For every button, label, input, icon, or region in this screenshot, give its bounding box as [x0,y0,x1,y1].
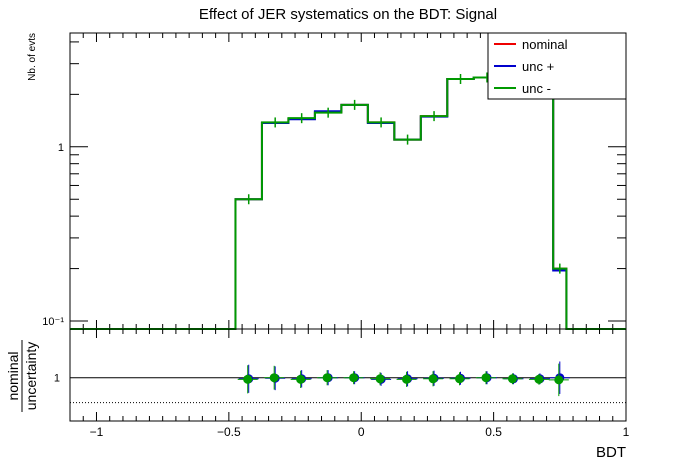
ratio-point [402,374,412,384]
series-line-0 [70,76,626,330]
ratio-point [375,374,385,384]
legend-label-nominal: nominal [522,37,568,52]
ratio-point [428,374,438,384]
ratio-point [269,373,279,383]
y-axis-label: Nb. of evts [27,33,38,81]
ratio-y-label-top: nominal [5,351,21,400]
top-series-group [70,72,626,330]
ratio-point [296,374,306,384]
x-tick-label: 0.5 [485,425,502,439]
y-tick-label: 10⁻¹ [42,316,64,328]
x-tick-label: 0 [358,425,365,439]
ratio-axis-ticks: −1 −0.5 0 0.5 1 1 [54,329,630,439]
x-tick-label: −0.5 [217,425,241,439]
ratio-point [243,374,253,384]
ratio-point [507,374,517,384]
ratio-y-tick-label: 1 [54,373,60,385]
ratio-point [534,374,544,384]
ratio-point [322,373,332,383]
ratio-point [349,373,359,383]
ratio-series-group [237,361,570,397]
ratio-point [481,373,491,383]
legend: nominal unc + unc - [487,32,627,100]
series-line-1 [70,76,626,330]
ratio-y-label-bottom: uncertainty [23,342,39,410]
legend-label-unc-minus: unc - [522,81,551,96]
ratio-point [554,375,564,385]
legend-label-unc-plus: unc + [522,59,554,74]
series-line-2 [70,76,626,330]
x-axis-label: BDT [596,444,626,461]
x-tick-label: 1 [623,425,630,439]
ratio-point [455,374,465,384]
ratio-plot-frame [69,328,627,422]
x-tick-label: −1 [90,425,104,439]
chart-title: Effect of JER systematics on the BDT: Si… [199,6,497,23]
y-tick-label: 1 [58,142,64,154]
